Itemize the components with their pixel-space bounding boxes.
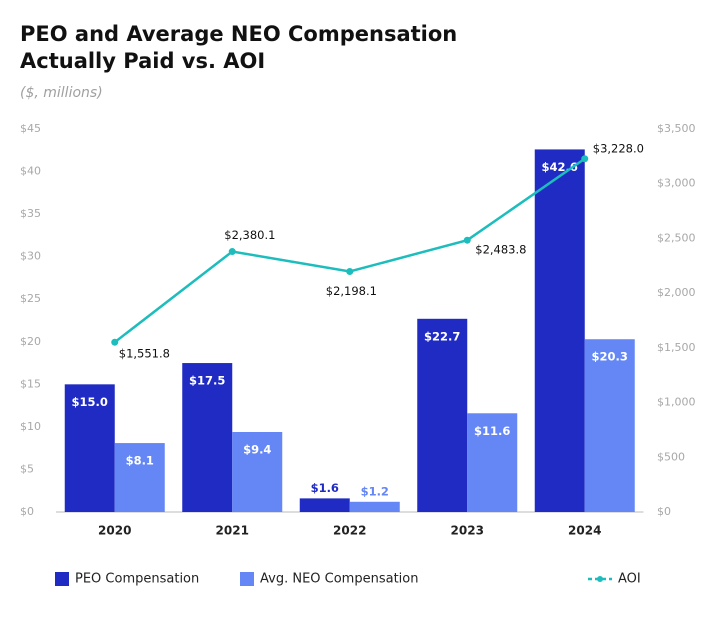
value-label: $20.3 — [592, 350, 628, 364]
y2-tick-label: $2,000 — [657, 286, 696, 299]
aoi-point — [111, 338, 119, 346]
value-label: $22.7 — [424, 329, 460, 343]
y-tick-label: $5 — [20, 462, 34, 475]
y2-tick-label: $0 — [657, 505, 671, 518]
value-label: $17.5 — [189, 374, 225, 388]
bar — [114, 443, 165, 512]
y-tick-label: $0 — [20, 505, 34, 518]
bar — [417, 318, 468, 512]
y2-tick-label: $1,500 — [657, 341, 696, 354]
value-label: $1.6 — [311, 481, 339, 495]
y-tick-label: $15 — [20, 377, 41, 390]
x-tick-label: 2021 — [216, 524, 249, 538]
y-tick-label: $35 — [20, 207, 41, 220]
aoi-point — [346, 267, 354, 275]
y2-tick-label: $3,000 — [657, 177, 696, 190]
chart-title: Actually Paid vs. AOI — [20, 49, 265, 73]
bar — [64, 384, 115, 512]
y2-tick-label: $2,500 — [657, 231, 696, 244]
legend-swatch — [55, 572, 69, 586]
aoi-label: $3,228.0 — [593, 141, 644, 155]
bar — [534, 149, 585, 512]
value-label: $9.4 — [243, 442, 271, 456]
x-tick-label: 2024 — [568, 524, 601, 538]
bar — [349, 501, 400, 512]
y-tick-label: $20 — [20, 335, 41, 348]
y-tick-label: $10 — [20, 420, 41, 433]
y-tick-label: $30 — [20, 250, 41, 263]
chart-title: PEO and Average NEO Compensation — [20, 22, 457, 46]
y2-tick-label: $3,500 — [657, 122, 696, 135]
value-label: $11.6 — [474, 424, 510, 438]
value-label: $15.0 — [72, 395, 108, 409]
aoi-label: $2,483.8 — [475, 243, 526, 257]
x-tick-label: 2022 — [333, 524, 366, 538]
y-tick-label: $45 — [20, 122, 41, 135]
legend-swatch — [240, 572, 254, 586]
value-label: $8.1 — [126, 454, 154, 468]
y2-tick-label: $1,000 — [657, 396, 696, 409]
legend-label: PEO Compensation — [75, 572, 199, 587]
bar — [299, 498, 350, 512]
legend-label: Avg. NEO Compensation — [260, 572, 418, 587]
bar — [467, 413, 518, 512]
x-tick-label: 2023 — [451, 524, 484, 538]
legend-swatch — [597, 576, 603, 582]
chart-subtitle: ($, millions) — [20, 85, 103, 101]
legend-label: AOI — [618, 572, 641, 587]
y2-tick-label: $500 — [657, 450, 685, 463]
aoi-label: $2,380.1 — [224, 228, 275, 242]
x-tick-label: 2020 — [98, 524, 131, 538]
value-label: $1.2 — [361, 484, 389, 498]
bar — [232, 431, 283, 512]
bar — [182, 363, 233, 512]
aoi-point — [581, 155, 589, 163]
bar — [584, 339, 635, 512]
aoi-label: $1,551.8 — [119, 347, 170, 361]
aoi-label: $2,198.1 — [326, 284, 377, 298]
aoi-point — [463, 236, 471, 244]
y-tick-label: $25 — [20, 292, 41, 305]
aoi-point — [228, 248, 236, 256]
y-tick-label: $40 — [20, 165, 41, 178]
